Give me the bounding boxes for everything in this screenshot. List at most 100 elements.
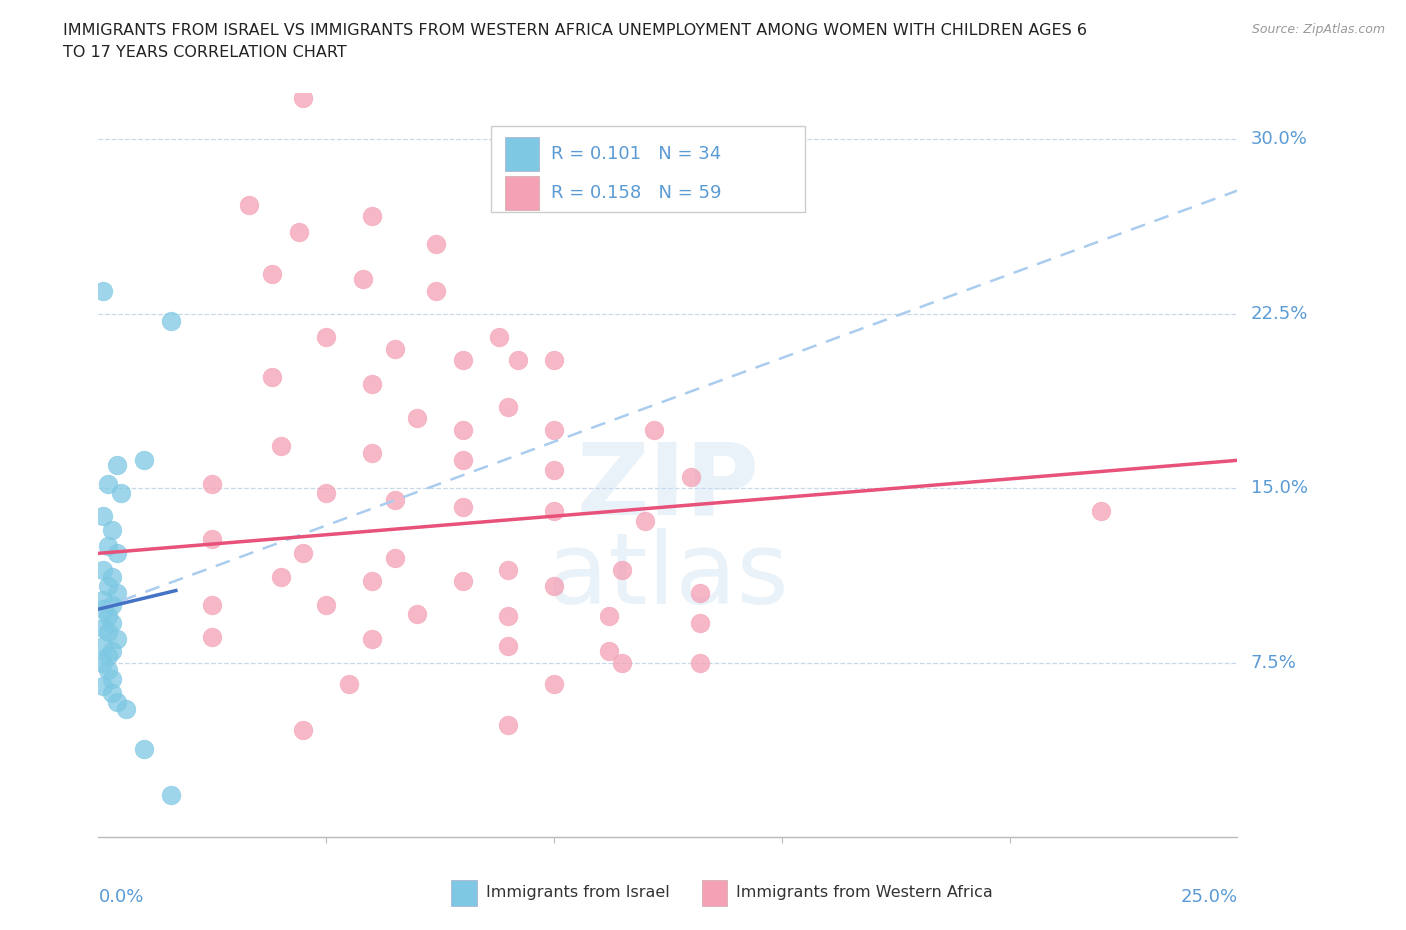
- Point: [598, 644, 620, 658]
- Text: 0.0%: 0.0%: [98, 888, 143, 906]
- Text: atlas: atlas: [547, 528, 789, 625]
- Text: IMMIGRANTS FROM ISRAEL VS IMMIGRANTS FROM WESTERN AFRICA UNEMPLOYMENT AMONG WOME: IMMIGRANTS FROM ISRAEL VS IMMIGRANTS FRO…: [63, 23, 1087, 38]
- Point: [96, 648, 118, 663]
- FancyBboxPatch shape: [451, 880, 477, 906]
- Point: [1090, 504, 1112, 519]
- Point: [643, 422, 665, 438]
- Point: [498, 400, 520, 415]
- Point: [101, 569, 124, 584]
- Point: [488, 330, 510, 345]
- Point: [160, 313, 183, 328]
- Point: [425, 237, 447, 252]
- Text: R = 0.158   N = 59: R = 0.158 N = 59: [551, 184, 721, 202]
- Point: [114, 702, 136, 717]
- Point: [96, 625, 118, 640]
- Text: 22.5%: 22.5%: [1251, 305, 1309, 323]
- Point: [406, 606, 429, 621]
- FancyBboxPatch shape: [505, 137, 538, 170]
- Point: [360, 445, 382, 460]
- Point: [101, 616, 124, 631]
- Point: [101, 671, 124, 686]
- Point: [96, 476, 118, 491]
- Point: [292, 546, 315, 561]
- Point: [498, 609, 520, 624]
- Text: ZIP: ZIP: [576, 439, 759, 536]
- Point: [337, 676, 360, 691]
- Point: [201, 532, 224, 547]
- Point: [543, 422, 565, 438]
- Point: [96, 578, 118, 593]
- Point: [260, 267, 283, 282]
- Text: R = 0.101   N = 34: R = 0.101 N = 34: [551, 145, 721, 163]
- Point: [543, 578, 565, 593]
- Point: [543, 676, 565, 691]
- Point: [384, 493, 406, 508]
- Point: [689, 616, 711, 631]
- Point: [96, 609, 118, 624]
- Point: [91, 679, 114, 694]
- FancyBboxPatch shape: [702, 880, 727, 906]
- Point: [384, 551, 406, 565]
- Text: 30.0%: 30.0%: [1251, 130, 1308, 149]
- Point: [91, 602, 114, 617]
- Point: [634, 513, 657, 528]
- Point: [201, 597, 224, 612]
- Text: 15.0%: 15.0%: [1251, 479, 1308, 498]
- Point: [292, 90, 315, 105]
- FancyBboxPatch shape: [505, 177, 538, 210]
- Text: 7.5%: 7.5%: [1251, 654, 1296, 671]
- Point: [598, 609, 620, 624]
- Point: [451, 353, 474, 368]
- Point: [543, 353, 565, 368]
- Point: [612, 562, 634, 577]
- Point: [406, 411, 429, 426]
- Point: [96, 539, 118, 554]
- Point: [105, 458, 128, 472]
- Point: [260, 369, 283, 384]
- Point: [96, 662, 118, 677]
- Point: [105, 546, 128, 561]
- Point: [101, 597, 124, 612]
- Point: [451, 422, 474, 438]
- Text: TO 17 YEARS CORRELATION CHART: TO 17 YEARS CORRELATION CHART: [63, 45, 347, 60]
- FancyBboxPatch shape: [491, 126, 804, 212]
- Point: [91, 509, 114, 524]
- Point: [360, 208, 382, 223]
- Point: [451, 499, 474, 514]
- Point: [201, 630, 224, 644]
- Point: [110, 485, 132, 500]
- Point: [101, 644, 124, 658]
- Point: [451, 574, 474, 589]
- Point: [201, 476, 224, 491]
- Point: [160, 788, 183, 803]
- Point: [689, 586, 711, 601]
- Point: [91, 592, 114, 607]
- Point: [498, 562, 520, 577]
- Point: [506, 353, 529, 368]
- Point: [679, 469, 702, 484]
- Text: Immigrants from Israel: Immigrants from Israel: [485, 885, 669, 900]
- Point: [352, 272, 374, 286]
- Point: [91, 562, 114, 577]
- Point: [498, 718, 520, 733]
- Text: 25.0%: 25.0%: [1180, 888, 1237, 906]
- Point: [91, 620, 114, 635]
- Point: [91, 656, 114, 671]
- Point: [315, 597, 337, 612]
- Point: [91, 283, 114, 298]
- Point: [360, 376, 382, 391]
- Text: Source: ZipAtlas.com: Source: ZipAtlas.com: [1251, 23, 1385, 36]
- Point: [101, 523, 124, 538]
- Point: [91, 639, 114, 654]
- Point: [288, 225, 311, 240]
- Point: [105, 632, 128, 647]
- Point: [384, 341, 406, 356]
- Point: [292, 723, 315, 737]
- Point: [498, 639, 520, 654]
- Point: [132, 741, 155, 756]
- Point: [105, 586, 128, 601]
- Point: [101, 685, 124, 700]
- Point: [270, 569, 292, 584]
- Point: [612, 656, 634, 671]
- Point: [315, 330, 337, 345]
